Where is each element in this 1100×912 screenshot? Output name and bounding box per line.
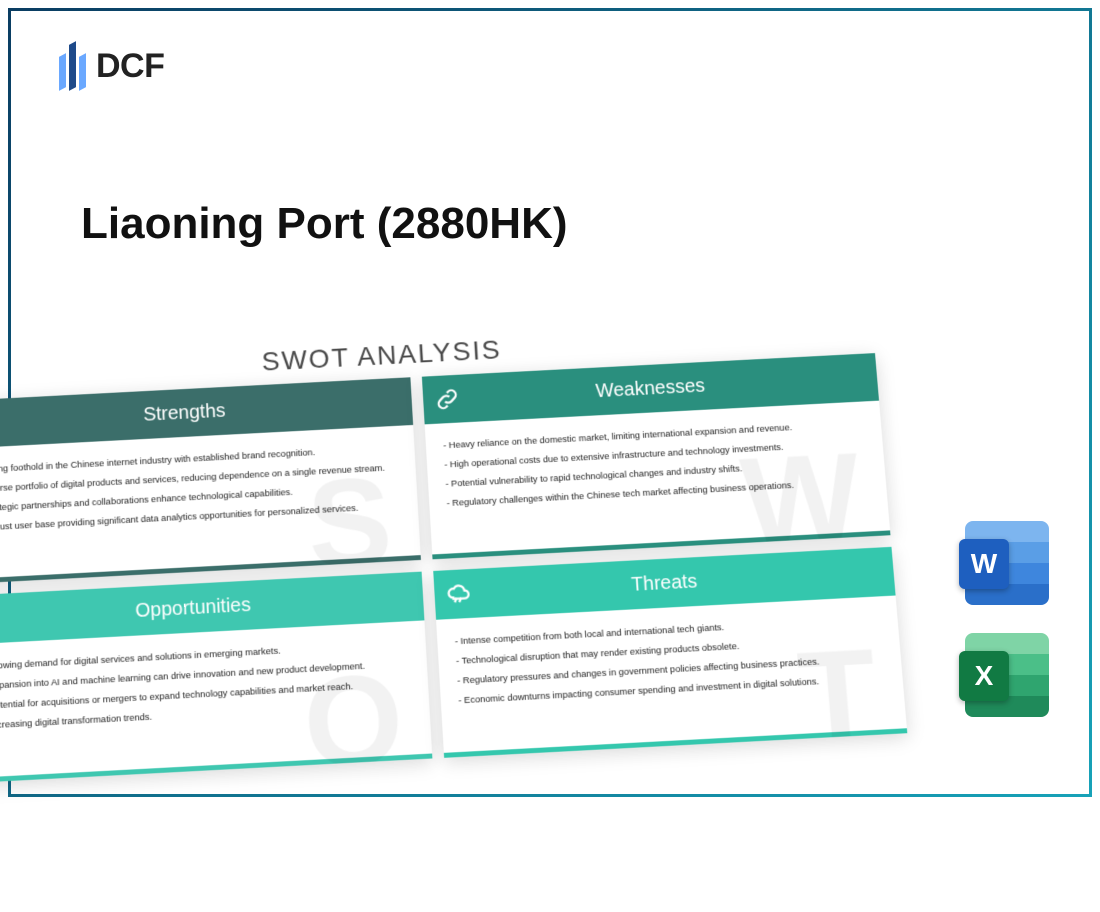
swot-card-body: T - Intense competition from both local … (436, 596, 907, 758)
swot-card-strengths: Strengths S - Strong foothold in the Chi… (0, 377, 421, 584)
swot-card-label: Threats (482, 560, 894, 604)
swot-analysis: SWOT ANALYSIS Strengths S - Strong footh… (0, 315, 918, 912)
file-icons: W X (965, 521, 1049, 717)
swot-card-label: Opportunities (11, 585, 424, 629)
swot-grid: Strengths S - Strong foothold in the Chi… (0, 353, 907, 783)
swot-card-label: Weaknesses (471, 366, 878, 409)
brand-logo-mark (59, 43, 86, 89)
page-title: Liaoning Port (2880HK) (81, 199, 568, 249)
swot-card-body: W - Heavy reliance on the domestic marke… (425, 401, 891, 560)
excel-icon-badge: X (959, 651, 1009, 701)
swot-card-threats: Threats T - Intense competition from bot… (433, 547, 907, 758)
word-file-icon: W (965, 521, 1049, 605)
link-icon (422, 385, 472, 414)
word-icon-badge: W (959, 539, 1009, 589)
swot-card-label: Strengths (4, 390, 412, 433)
chart-icon (0, 604, 12, 634)
excel-file-icon: X (965, 633, 1049, 717)
swot-card-weaknesses: Weaknesses W - Heavy reliance on the dom… (422, 353, 891, 559)
brand-name: DCF (96, 47, 164, 86)
cloud-icon (434, 579, 484, 609)
swot-card-body: O - Growing demand for digital services … (0, 620, 432, 783)
swot-card-body: S - Strong foothold in the Chinese inter… (0, 425, 421, 584)
slide-frame: DCF Liaoning Port (2880HK) SWOT ANALYSIS… (8, 8, 1092, 797)
swot-card-opportunities: Opportunities O - Growing demand for dig… (0, 572, 432, 784)
brand-logo: DCF (59, 43, 164, 89)
